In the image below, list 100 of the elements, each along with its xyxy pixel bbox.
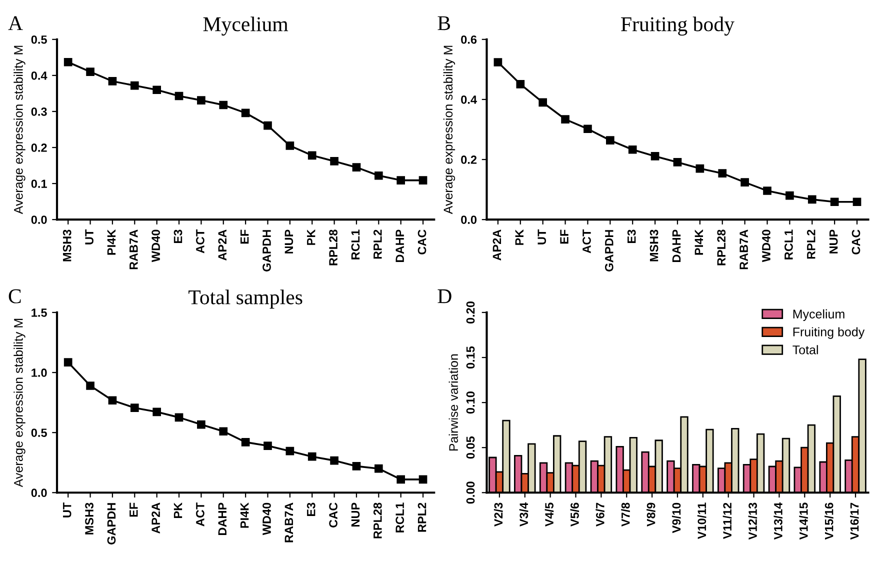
point [628, 145, 637, 154]
x-tick-label: CAC [852, 230, 860, 254]
x-tick-label: UT [63, 502, 72, 518]
text: D [438, 289, 452, 304]
x-tick-label: RCL1 [351, 230, 360, 260]
x-tick-label: V8/9 [646, 502, 656, 527]
point [830, 198, 839, 206]
x-tick-label: GAPDH [604, 230, 614, 272]
point [516, 80, 525, 88]
x-tick-label: V2/3 [494, 502, 503, 527]
x-tick-label: PK [515, 229, 524, 245]
point [808, 195, 816, 204]
point [538, 98, 548, 107]
y-tick-label: 0.6 [461, 35, 477, 44]
point [108, 396, 117, 405]
legend-label: Mycelium [793, 309, 844, 321]
point [219, 100, 228, 110]
point [152, 86, 161, 94]
text: A [8, 16, 23, 30]
y-tick-label: 0.10 [466, 392, 475, 414]
y-axis-title: Average expression stability M [14, 318, 26, 488]
x-tick-label: V3/4 [519, 502, 528, 527]
x-tick-label: NUP [351, 502, 360, 526]
x-tick-label: E3 [627, 230, 636, 243]
y-tick-label: 0.20 [466, 301, 475, 324]
x-tick-label: AP2A [492, 230, 502, 260]
x-tick-label: MSH3 [85, 502, 94, 534]
y-tick-label: 0.0 [461, 216, 477, 224]
x-tick-label: CAC [329, 502, 338, 528]
x-tick-label: PI4K [107, 229, 116, 255]
x-tick-label: EF [560, 230, 568, 244]
point [174, 92, 184, 100]
y-tick-label: 0.3 [31, 108, 47, 116]
y-tick-label: 0.2 [461, 156, 477, 164]
chart-title: Mycelium [203, 16, 288, 36]
x-tick-label: V10/11 [697, 502, 706, 540]
y-tick-label: 0.0 [31, 216, 47, 224]
point [241, 108, 250, 118]
x-tick-label: PK [307, 229, 316, 245]
point [64, 58, 72, 66]
point [561, 115, 570, 124]
legend-label: Total [792, 345, 818, 354]
x-tick-label: AP2A [218, 230, 226, 260]
point [264, 121, 272, 130]
x-tick-label: RPL28 [373, 502, 382, 538]
x-tick-label: RPL28 [717, 230, 726, 266]
y-tick-label: 0.2 [31, 144, 47, 152]
chart-title: Total samples [188, 290, 302, 309]
point [763, 186, 772, 195]
x-tick-label: MSH3 [650, 230, 658, 262]
point [740, 178, 749, 187]
x-tick-label: V5/6 [570, 502, 580, 527]
x-tick-label: ACT [582, 229, 591, 254]
point [396, 475, 406, 484]
x-tick-label: RAB7A [130, 230, 138, 270]
x-tick-label: PI4K [694, 229, 703, 255]
x-tick-label: RCL1 [784, 230, 793, 260]
x-tick-label: RAB7A [740, 230, 748, 270]
point [673, 158, 682, 166]
x-tick-label: PI4K [240, 502, 249, 528]
y-axis-title: Average expression stability M [14, 46, 26, 214]
x-tick-label: V12/13 [748, 502, 758, 540]
point [130, 81, 139, 90]
x-tick-label: E3 [174, 230, 182, 243]
x-tick-label: V7/8 [621, 502, 630, 527]
x-tick-label: UT [538, 229, 546, 244]
x-tick-label: E3 [306, 502, 316, 516]
point [64, 358, 72, 366]
point [696, 164, 704, 173]
y-tick-label: 0.1 [31, 180, 47, 188]
text: B [438, 16, 450, 30]
x-tick-label: DAHP [672, 230, 681, 262]
point [152, 408, 161, 416]
x-tick-label: V16/17 [850, 502, 859, 540]
x-tick-label: EF [130, 502, 138, 517]
x-tick-label: RPL28 [329, 230, 338, 266]
point [584, 124, 592, 134]
x-tick-label: DAHP [396, 230, 404, 262]
point [418, 176, 428, 184]
x-tick-label: PK [174, 502, 182, 518]
x-tick-label: RPL2 [418, 502, 426, 532]
point [786, 191, 794, 200]
point [86, 68, 94, 76]
x-tick-label: AP2A [152, 502, 160, 534]
x-tick-label: RPL2 [806, 230, 816, 259]
x-tick-label: WD40 [152, 230, 160, 262]
x-tick-label: V13/14 [774, 502, 783, 540]
legend-label: Fruiting body [793, 327, 865, 339]
y-tick-label: 0.4 [31, 71, 48, 80]
x-tick-label: WD40 [762, 230, 770, 262]
x-tick-label: RCL1 [396, 502, 404, 532]
y-tick-label: 0.5 [31, 428, 47, 437]
x-tick-label: MSH3 [62, 230, 72, 262]
point [352, 462, 361, 470]
point [330, 456, 338, 465]
text: C [8, 289, 21, 304]
point [219, 427, 228, 436]
x-tick-label: V4/5 [544, 502, 554, 527]
x-tick-label: UT [85, 229, 94, 244]
point [286, 142, 294, 150]
